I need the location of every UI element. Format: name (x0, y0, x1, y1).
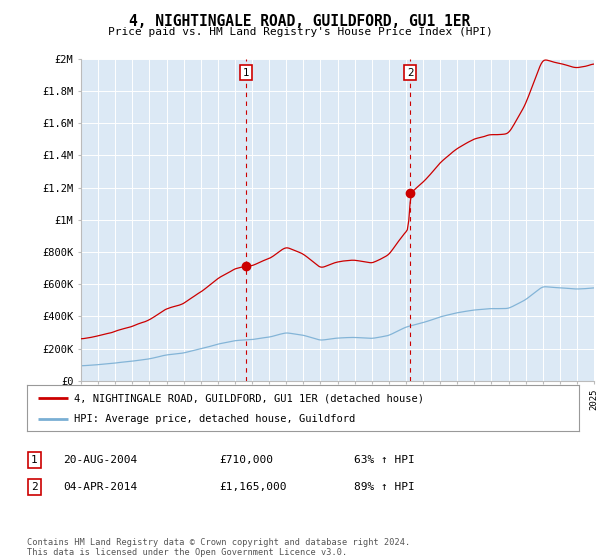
Text: 2: 2 (31, 482, 38, 492)
Text: £1,165,000: £1,165,000 (219, 482, 287, 492)
Text: 2: 2 (407, 68, 413, 78)
Text: 20-AUG-2004: 20-AUG-2004 (63, 455, 137, 465)
Text: 4, NIGHTINGALE ROAD, GUILDFORD, GU1 1ER: 4, NIGHTINGALE ROAD, GUILDFORD, GU1 1ER (130, 14, 470, 29)
Text: Contains HM Land Registry data © Crown copyright and database right 2024.
This d: Contains HM Land Registry data © Crown c… (27, 538, 410, 557)
Text: 04-APR-2014: 04-APR-2014 (63, 482, 137, 492)
Text: 89% ↑ HPI: 89% ↑ HPI (354, 482, 415, 492)
Text: 63% ↑ HPI: 63% ↑ HPI (354, 455, 415, 465)
Text: Price paid vs. HM Land Registry's House Price Index (HPI): Price paid vs. HM Land Registry's House … (107, 27, 493, 37)
Text: 4, NIGHTINGALE ROAD, GUILDFORD, GU1 1ER (detached house): 4, NIGHTINGALE ROAD, GUILDFORD, GU1 1ER … (74, 393, 424, 403)
Text: £710,000: £710,000 (219, 455, 273, 465)
Text: 1: 1 (242, 68, 249, 78)
Text: 1: 1 (31, 455, 38, 465)
Text: HPI: Average price, detached house, Guildford: HPI: Average price, detached house, Guil… (74, 414, 355, 424)
